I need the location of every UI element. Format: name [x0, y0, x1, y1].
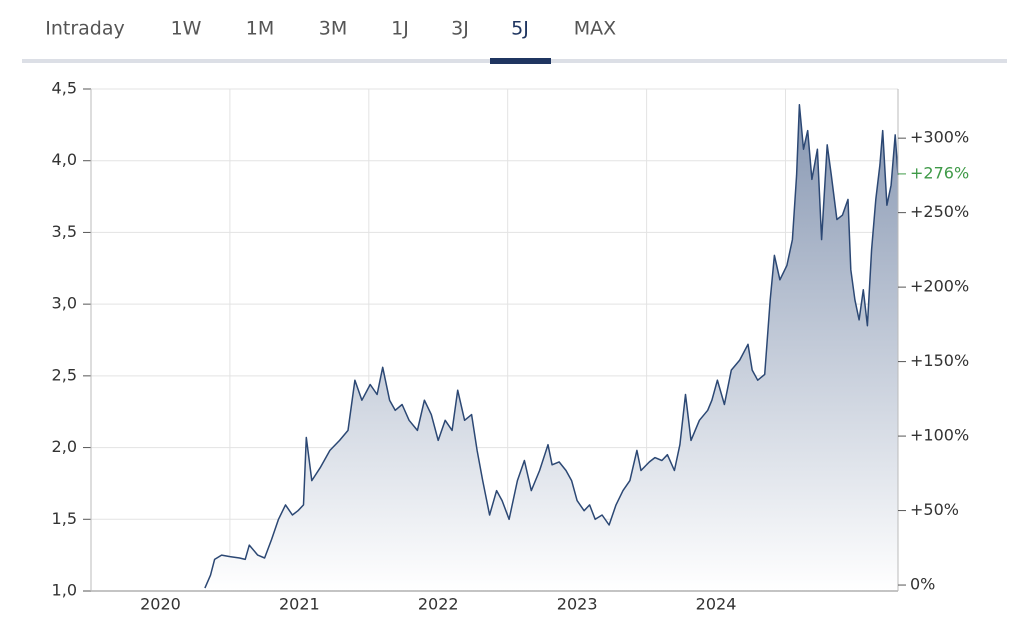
current-label: +276%	[910, 163, 969, 182]
tab[interactable]: 3M	[319, 18, 347, 40]
y-tick-label: 2,0	[52, 437, 77, 456]
tab[interactable]: MAX	[574, 18, 616, 40]
x-tick-label: 2022	[418, 595, 459, 614]
y2-tick-label: +200%	[910, 277, 969, 296]
y-tick-label: 4,0	[52, 150, 77, 169]
y2-tick-label: 0%	[910, 575, 935, 594]
y2-tick-label: +150%	[910, 351, 969, 370]
tab[interactable]: Intraday	[45, 18, 125, 40]
y2-tick-label: +250%	[910, 202, 969, 221]
tab[interactable]: 1W	[171, 18, 202, 40]
x-tick-label: 2023	[557, 595, 598, 614]
tab[interactable]: 3J	[451, 18, 469, 40]
y2-tick-label: +100%	[910, 426, 969, 445]
tab[interactable]: 1M	[246, 18, 274, 40]
y2-tick-label: +300%	[910, 128, 969, 147]
y-tick-label: 2,5	[52, 365, 77, 384]
y-tick-label: 1,0	[52, 581, 77, 600]
line	[204, 104, 899, 589]
area	[204, 104, 898, 592]
y-tick-label: 3,0	[52, 294, 77, 313]
x-tick-label: 2020	[140, 595, 181, 614]
tab[interactable]: 1J	[391, 18, 409, 40]
active-tab-underline	[490, 58, 551, 64]
y2-tick-label: +50%	[910, 500, 959, 519]
x-tick-label: 2021	[279, 595, 320, 614]
x-tick-label: 2024	[696, 595, 737, 614]
y-tick-label: 4,5	[52, 79, 77, 98]
y-tick-label: 3,5	[52, 222, 77, 241]
y-tick-label: 1,5	[52, 509, 77, 528]
tab[interactable]: 5J	[511, 18, 529, 40]
